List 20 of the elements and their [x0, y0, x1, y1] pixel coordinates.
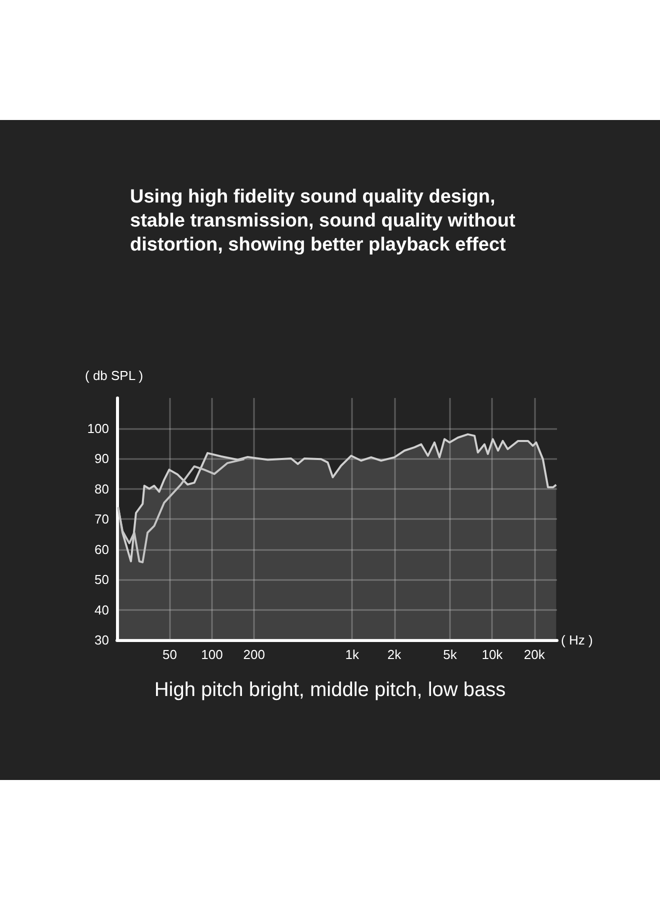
x-tick-label: 1k — [345, 647, 360, 662]
y-tick-label: 100 — [87, 420, 109, 436]
x-tick-label: 10k — [482, 647, 504, 662]
x-tick-label: 100 — [201, 647, 223, 662]
y-tick-label: 60 — [94, 542, 109, 557]
y-tick-label: 70 — [94, 512, 109, 526]
x-axis-title: ( Hz ) — [561, 632, 593, 648]
y-tick-label: 80 — [94, 481, 109, 496]
y-tick-label: 40 — [94, 602, 109, 618]
x-tick-label: 20k — [524, 647, 546, 662]
x-tick-label: 2k — [387, 647, 402, 662]
y-axis-title: ( db SPL ) — [85, 368, 144, 383]
y-tick-label: 50 — [94, 572, 109, 587]
x-tick-label: 5k — [443, 647, 458, 662]
y-tick-label: 90 — [94, 451, 109, 466]
x-tick-label: 200 — [243, 647, 265, 662]
x-tick-label: 50 — [162, 647, 178, 662]
y-tick-label: 30 — [94, 632, 109, 648]
chart-title: Using high fidelity sound quality design, stable transmission, sound quality without distortion, showing better playback effect — [130, 186, 521, 256]
text: High pitch bright, middle pitch, low bass — [154, 679, 506, 701]
